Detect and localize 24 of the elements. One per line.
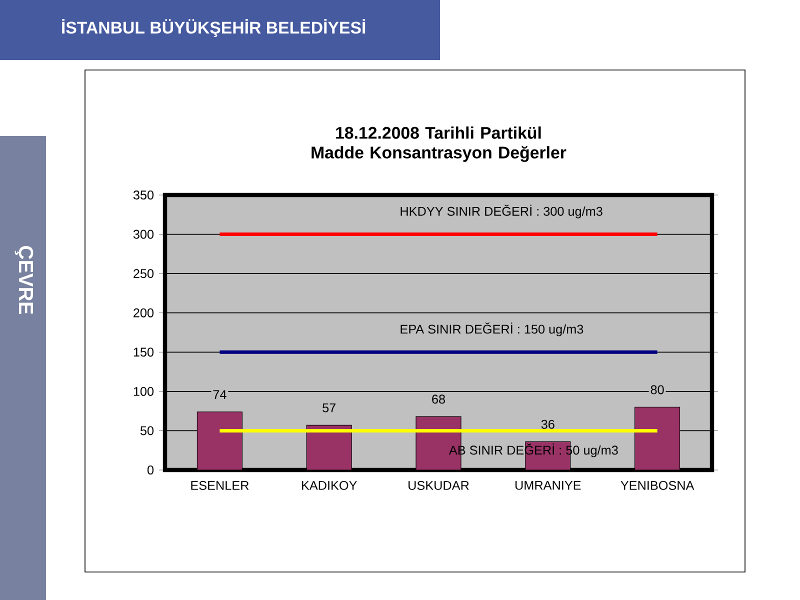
data-label: 80 <box>650 385 664 394</box>
ref-line-label: EPA SINIR DEĞERİ : 150 ug/m3 <box>400 322 584 336</box>
x-tick-label: YENIBOSNA <box>620 480 694 490</box>
text: ÇEVRE <box>14 246 34 314</box>
y-tick-label: 100 <box>134 386 154 396</box>
x-tick-label: USKUDAR <box>408 480 469 490</box>
y-tick-label: 150 <box>134 348 154 357</box>
data-label: 36 <box>541 420 554 429</box>
x-tick-label: UMRANIYE <box>515 480 581 490</box>
text: İSTANBUL BÜYÜKŞEHİR BELEDİYESİ <box>62 19 366 37</box>
y-tick-label: 250 <box>134 269 154 278</box>
y-tick-label: 350 <box>133 190 154 200</box>
y-tick-label: 300 <box>133 230 154 239</box>
ref-line-label: HKDYY SINIR DEĞERİ : 300 ug/m3 <box>400 204 602 218</box>
bar <box>306 424 352 470</box>
data-label: 68 <box>432 394 445 404</box>
y-tick-label: 0 <box>147 466 154 474</box>
data-label: 74 <box>213 390 226 399</box>
x-tick-label: ESENLER <box>191 480 249 490</box>
y-tick-label: 50 <box>140 426 154 436</box>
x-tick-label: KADIKOY <box>302 480 357 490</box>
chart-title: 18.12.2008 Tarihli Partikül Madde Konsantrasyon Değerler <box>312 126 566 162</box>
data-label: 57 <box>322 403 336 412</box>
y-tick-label: 200 <box>134 308 154 318</box>
